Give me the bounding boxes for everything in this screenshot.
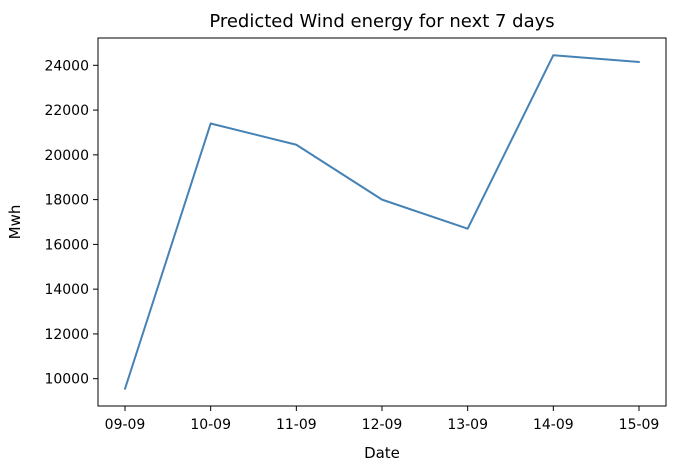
- x-tick-label: 11-09: [276, 417, 317, 433]
- chart-title: Predicted Wind energy for next 7 days: [209, 11, 554, 32]
- data-point: [210, 123, 212, 125]
- x-axis-label: Date: [364, 444, 400, 462]
- data-point: [295, 144, 297, 146]
- x-tick-label: 10-09: [190, 417, 231, 433]
- data-point: [638, 61, 640, 63]
- y-tick-label: 12000: [44, 327, 89, 343]
- series-line: [124, 54, 640, 390]
- y-tick-label: 16000: [44, 237, 89, 253]
- data-point: [467, 228, 469, 230]
- y-tick-label: 18000: [44, 193, 89, 209]
- x-tick-label: 14-09: [533, 417, 574, 433]
- y-tick-label: 24000: [44, 58, 89, 74]
- data-point: [124, 388, 126, 390]
- y-tick-label: 22000: [44, 103, 89, 119]
- plot-area: 10000 12000 14000 16000 18000 20000 22000 24000…: [44, 37, 667, 433]
- data-point: [552, 54, 554, 56]
- x-tick-label: 09-09: [105, 417, 146, 433]
- y-tick-label: 14000: [44, 282, 89, 298]
- data-point: [381, 199, 383, 201]
- x-tick-label: 15-09: [619, 417, 660, 433]
- y-tick-label: 20000: [44, 148, 89, 164]
- x-tick-label: 12-09: [362, 417, 403, 433]
- x-tick-label: 13-09: [447, 417, 488, 433]
- y-axis-label: Mwh: [6, 205, 24, 240]
- y-tick-label: 10000: [44, 372, 89, 388]
